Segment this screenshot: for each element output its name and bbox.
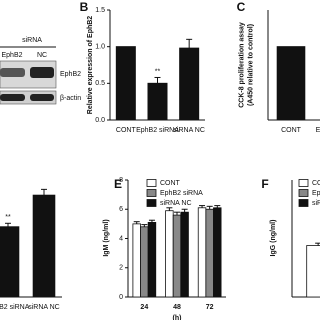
blot-group-label: siRNA	[22, 37, 42, 44]
significance-label: **	[5, 214, 11, 221]
x-tick-label: 72	[206, 304, 214, 311]
x-axis-label: (h)	[173, 315, 182, 320]
bar	[179, 47, 200, 121]
y-axis-label: CCK-8 proliferation assay	[238, 22, 245, 108]
blot-lane-label: NC	[37, 52, 47, 59]
legend-label: EphB2 siRNA	[160, 190, 203, 197]
bar	[115, 46, 136, 121]
legend-label: siRNA NC	[160, 200, 192, 207]
y-tick-label: 2	[119, 265, 123, 272]
bar	[180, 211, 189, 298]
blot-lane-label: EphB2	[1, 52, 22, 59]
x-tick-label: CONT	[116, 127, 137, 134]
blot-band	[0, 68, 25, 77]
bar	[132, 223, 141, 298]
legend-swatch	[146, 189, 157, 197]
y-axis-label: Relative expression of EphB2	[87, 16, 94, 115]
legend-label: CONT	[312, 180, 320, 187]
legend-swatch	[146, 179, 157, 187]
blot-band	[30, 67, 54, 78]
bar	[172, 214, 182, 298]
bar	[147, 222, 157, 298]
bar	[306, 245, 320, 298]
y-tick-label: 1.5	[95, 7, 105, 14]
legend-label: EphB2 siRNA	[312, 190, 320, 197]
significance-label: **	[155, 68, 161, 75]
panel-letter: E	[114, 177, 122, 191]
y-tick-label: 1.0	[95, 44, 105, 51]
y-axis-label: IgM (ng/ml)	[103, 219, 110, 256]
x-tick-label: EphB2 siRNA	[0, 304, 30, 311]
legend-swatch	[146, 199, 157, 207]
legend-label: CONT	[160, 180, 181, 187]
bar	[140, 226, 149, 298]
x-tick-label: EphB2 siRNA	[316, 127, 320, 134]
x-tick-label: EphB2 siRNA	[136, 127, 179, 134]
y-tick-label: 0.5	[95, 80, 105, 87]
x-tick-label: 24	[140, 304, 148, 311]
x-tick-label: CONT	[281, 127, 302, 134]
panel-letter: F	[261, 177, 268, 191]
legend-swatch	[298, 189, 309, 197]
bar	[205, 208, 214, 298]
y-tick-label: 4	[119, 235, 123, 242]
blot-band	[30, 94, 54, 101]
y-tick-label: 0	[119, 294, 123, 301]
y-tick-label: 6	[119, 206, 123, 213]
bar	[0, 226, 20, 298]
blot-row-label: β-actin	[60, 95, 81, 102]
x-tick-label: siRNA NC	[173, 127, 205, 134]
bar	[165, 210, 174, 298]
blot-row-label: EphB2	[60, 71, 81, 78]
x-tick-label: 48	[173, 304, 181, 311]
panel-letter: C	[237, 0, 246, 14]
blot-band	[0, 94, 25, 101]
panel-letter: B	[80, 0, 89, 14]
y-tick-label: 0.0	[95, 117, 105, 124]
legend-swatch	[298, 179, 309, 187]
bar	[276, 46, 306, 121]
legend-swatch	[298, 199, 309, 207]
bar	[197, 207, 207, 298]
y-tick-label: 8	[119, 177, 123, 184]
y-axis-label: (A450 relative to control)	[247, 24, 254, 106]
bar	[213, 207, 222, 298]
x-tick-label: siRNA NC	[28, 304, 60, 311]
bar	[147, 82, 168, 121]
y-axis-label: IgG (ng/ml)	[270, 220, 277, 257]
legend-label: siRNA NC	[312, 200, 320, 207]
bar	[32, 194, 56, 298]
